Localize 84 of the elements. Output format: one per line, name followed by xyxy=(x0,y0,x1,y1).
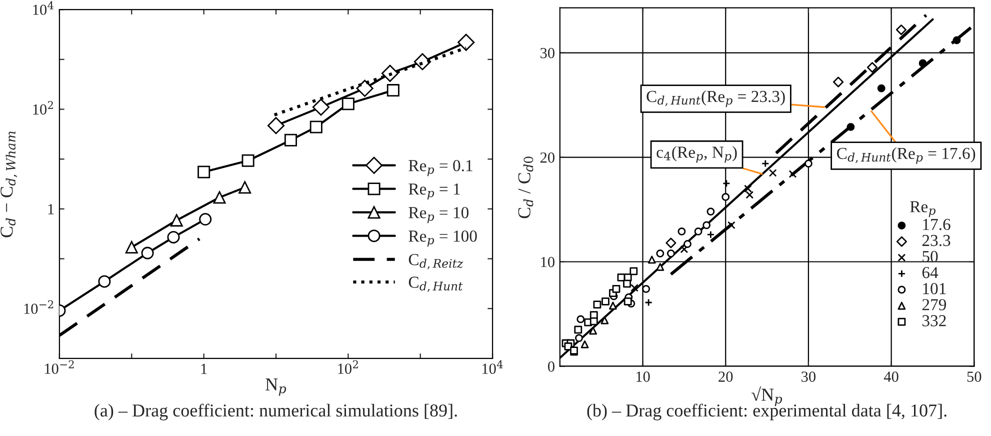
text: (a) – Drag coefficient: numerical simulations [89]. xyxy=(94,404,457,420)
point xyxy=(706,230,715,239)
y-axis-title: C$_{d}$ − C$_{d,Wham}$ xyxy=(0,132,18,238)
x-tick-label: 30 xyxy=(802,372,816,382)
legend-label: 332 xyxy=(922,315,946,326)
point xyxy=(678,228,686,236)
y-tick-label: 0 xyxy=(548,361,554,372)
x-tick-label: 10$^{2}$ xyxy=(338,360,358,374)
point xyxy=(602,298,610,306)
x-tick-label: 40 xyxy=(884,372,898,382)
legend-label: Re$_{p}$ = 100 xyxy=(408,230,477,247)
point xyxy=(656,263,664,271)
point xyxy=(684,240,692,248)
point xyxy=(722,193,730,201)
x-tick-label: 20 xyxy=(718,372,733,382)
point xyxy=(788,170,797,178)
point xyxy=(804,160,812,168)
legend-label: C$_{d,Reitz}$ xyxy=(408,254,464,270)
y-tick-label: 10$^{2}$ xyxy=(33,100,54,115)
point xyxy=(648,256,656,264)
y-tick-label: 30 xyxy=(540,48,554,58)
point xyxy=(896,24,907,36)
point xyxy=(642,284,650,293)
legend-label: Re$_{p}$ = 0.1 xyxy=(408,160,472,176)
x-axis-title: N$_{p}$ xyxy=(266,378,286,396)
point xyxy=(918,59,927,68)
point xyxy=(877,84,886,92)
x-tick-label: 10$^{4}$ xyxy=(482,360,503,374)
point xyxy=(666,249,675,258)
point xyxy=(590,317,598,326)
legend-label: C$_{d,Hunt}$ xyxy=(408,276,463,292)
y-tick-label: 10$^{−2}$ xyxy=(24,300,54,314)
point xyxy=(706,208,715,216)
point xyxy=(630,267,638,276)
legend-label: 23.3 xyxy=(922,234,950,246)
legend-label: Re$_{p}$ = 10 xyxy=(408,207,469,224)
point xyxy=(727,221,736,230)
point xyxy=(722,179,730,188)
point xyxy=(564,342,572,350)
point xyxy=(952,36,961,44)
point xyxy=(846,123,855,131)
point xyxy=(746,190,754,199)
annotation: C$_{d,Hunt}$(Re$_{p}$ = 23.3) xyxy=(646,90,785,107)
point xyxy=(656,249,664,258)
point xyxy=(761,160,770,168)
point xyxy=(623,280,631,288)
point xyxy=(768,168,777,177)
y-tick-label: 10$^{4}$ xyxy=(33,1,54,15)
point xyxy=(744,184,752,193)
point xyxy=(574,326,582,334)
legend-label: 17.6 xyxy=(923,218,950,230)
point xyxy=(608,302,617,310)
point xyxy=(624,298,632,306)
legend-label: 64 xyxy=(922,267,938,278)
point xyxy=(832,76,844,88)
y-tick-label: 1 xyxy=(48,204,54,214)
point xyxy=(600,316,609,324)
x-tick-label: 10 xyxy=(636,372,650,382)
point xyxy=(589,326,598,335)
point xyxy=(575,334,583,342)
point xyxy=(580,340,589,348)
legend-label: 101 xyxy=(923,283,946,294)
legend-label: 50 xyxy=(922,250,938,262)
x-tick-label: 50 xyxy=(967,372,982,382)
x-tick-label: 1 xyxy=(201,364,207,374)
y-tick-label: 20 xyxy=(540,152,554,163)
legend-title: Re$_{p}$ xyxy=(910,201,936,218)
point xyxy=(576,315,585,324)
point xyxy=(630,284,638,292)
annotation: C$_{d,Hunt}$(Re$_{p}$ = 17.6) xyxy=(836,147,976,164)
x-tick-label: 10$^{−2}$ xyxy=(44,360,74,374)
point xyxy=(593,300,602,309)
y-axis-title: C$_{d}$ / C$_{d0}$ xyxy=(518,156,534,218)
point xyxy=(694,228,702,236)
point xyxy=(702,221,711,230)
point xyxy=(866,62,878,73)
y-tick-label: 10 xyxy=(541,256,554,268)
point xyxy=(666,238,676,248)
annotation: c$_{4}$(Re$_{p}$, N$_{p}$) xyxy=(656,146,737,163)
legend-label: 279 xyxy=(922,299,946,310)
legend-label: Re$_{p}$ = 1 xyxy=(408,184,460,200)
point xyxy=(612,284,620,293)
point xyxy=(680,245,688,254)
point xyxy=(644,298,653,306)
